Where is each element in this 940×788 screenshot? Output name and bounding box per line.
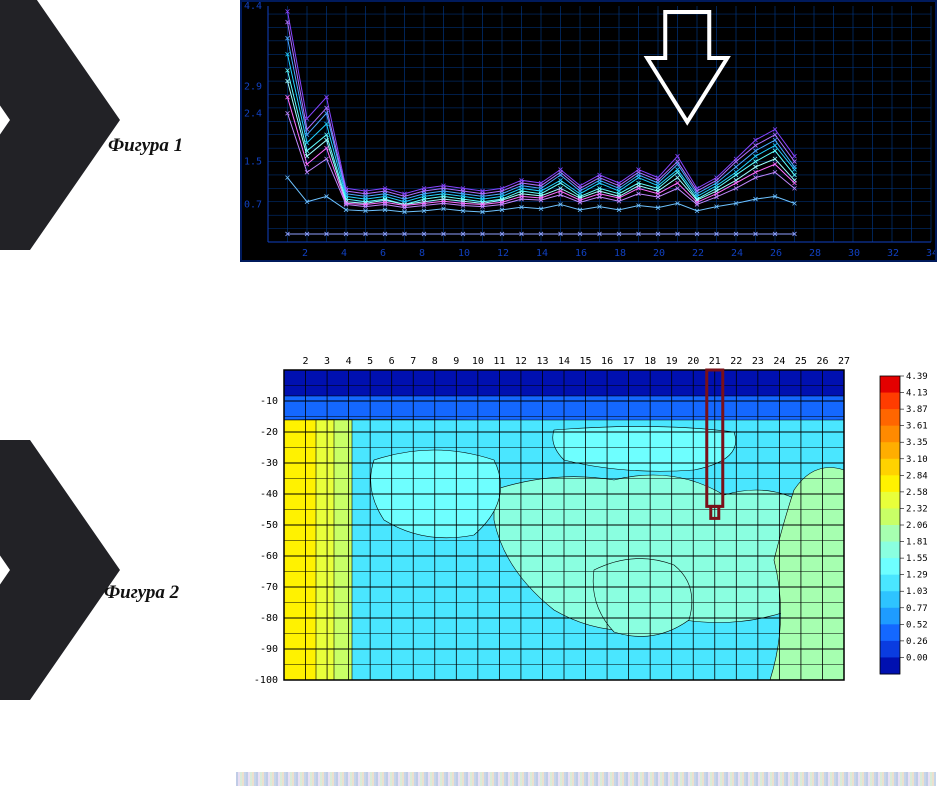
svg-text:10: 10 bbox=[472, 356, 484, 367]
svg-text:12: 12 bbox=[497, 248, 509, 259]
svg-text:10: 10 bbox=[458, 248, 470, 259]
svg-text:-70: -70 bbox=[260, 582, 278, 593]
svg-text:6: 6 bbox=[380, 248, 386, 259]
line-chart-svg: 0.71.52.42.94.42468101214161820222426283… bbox=[242, 2, 935, 260]
svg-text:8: 8 bbox=[432, 356, 438, 367]
svg-text:-50: -50 bbox=[260, 520, 278, 531]
svg-text:3.10: 3.10 bbox=[906, 455, 928, 465]
svg-text:26: 26 bbox=[770, 248, 782, 259]
svg-text:3: 3 bbox=[324, 356, 330, 367]
svg-text:7: 7 bbox=[410, 356, 416, 367]
svg-text:24: 24 bbox=[731, 248, 743, 259]
svg-text:2.58: 2.58 bbox=[906, 488, 928, 498]
svg-text:12: 12 bbox=[515, 356, 527, 367]
svg-text:19: 19 bbox=[666, 356, 678, 367]
svg-text:32: 32 bbox=[887, 248, 899, 259]
svg-text:20: 20 bbox=[653, 248, 665, 259]
svg-text:15: 15 bbox=[580, 356, 592, 367]
svg-text:0.00: 0.00 bbox=[906, 653, 928, 663]
svg-text:21: 21 bbox=[709, 356, 721, 367]
svg-text:4.39: 4.39 bbox=[906, 372, 928, 382]
svg-text:1.81: 1.81 bbox=[906, 538, 928, 548]
svg-text:-10: -10 bbox=[260, 396, 278, 407]
svg-text:3.87: 3.87 bbox=[906, 405, 928, 415]
svg-text:-90: -90 bbox=[260, 644, 278, 655]
svg-text:3.35: 3.35 bbox=[906, 438, 928, 448]
svg-text:2: 2 bbox=[303, 356, 309, 367]
svg-text:9: 9 bbox=[453, 356, 459, 367]
svg-text:22: 22 bbox=[730, 356, 742, 367]
svg-text:4: 4 bbox=[341, 248, 347, 259]
svg-text:0.7: 0.7 bbox=[244, 199, 262, 210]
svg-text:4.13: 4.13 bbox=[906, 389, 928, 399]
chevron-shape bbox=[0, 440, 120, 700]
svg-text:4.4: 4.4 bbox=[244, 2, 262, 12]
svg-text:0.26: 0.26 bbox=[906, 637, 928, 647]
svg-text:30: 30 bbox=[848, 248, 860, 259]
svg-text:26: 26 bbox=[816, 356, 828, 367]
svg-text:2: 2 bbox=[302, 248, 308, 259]
svg-text:5: 5 bbox=[367, 356, 373, 367]
svg-text:2.06: 2.06 bbox=[906, 521, 928, 531]
svg-text:25: 25 bbox=[795, 356, 807, 367]
line-chart: 0.71.52.42.94.42468101214161820222426283… bbox=[240, 0, 937, 262]
chevron-decoration-1 bbox=[0, 0, 140, 250]
figure-label-2: Фигура 2 bbox=[104, 582, 179, 604]
svg-text:2.4: 2.4 bbox=[244, 108, 262, 119]
svg-text:2.32: 2.32 bbox=[906, 504, 928, 514]
svg-text:16: 16 bbox=[575, 248, 587, 259]
svg-text:14: 14 bbox=[536, 248, 548, 259]
chevron-shape bbox=[0, 0, 120, 250]
svg-text:27: 27 bbox=[838, 356, 850, 367]
svg-text:24: 24 bbox=[773, 356, 785, 367]
svg-text:-100: -100 bbox=[254, 675, 278, 686]
svg-text:-40: -40 bbox=[260, 489, 278, 500]
svg-text:1.03: 1.03 bbox=[906, 587, 928, 597]
svg-text:-20: -20 bbox=[260, 427, 278, 438]
svg-text:1.29: 1.29 bbox=[906, 571, 928, 581]
svg-text:-80: -80 bbox=[260, 613, 278, 624]
svg-text:34: 34 bbox=[926, 248, 935, 259]
svg-text:-60: -60 bbox=[260, 551, 278, 562]
svg-text:11: 11 bbox=[493, 356, 505, 367]
chevron-decoration-2 bbox=[0, 440, 140, 700]
svg-text:18: 18 bbox=[614, 248, 626, 259]
noise-strip-decoration bbox=[236, 772, 936, 786]
svg-text:6: 6 bbox=[389, 356, 395, 367]
svg-text:0.77: 0.77 bbox=[906, 604, 928, 614]
svg-text:22: 22 bbox=[692, 248, 704, 259]
page-root: Фигура 1 0.71.52.42.94.42468101214161820… bbox=[0, 0, 940, 788]
svg-text:17: 17 bbox=[623, 356, 635, 367]
svg-text:20: 20 bbox=[687, 356, 699, 367]
svg-text:28: 28 bbox=[809, 248, 821, 259]
svg-text:0.52: 0.52 bbox=[906, 620, 928, 630]
svg-text:23: 23 bbox=[752, 356, 764, 367]
svg-text:4: 4 bbox=[346, 356, 352, 367]
contour-chart: 2345678910111213141516171819202122232425… bbox=[236, 346, 936, 764]
svg-text:-30: -30 bbox=[260, 458, 278, 469]
svg-text:14: 14 bbox=[558, 356, 570, 367]
svg-text:2.84: 2.84 bbox=[906, 471, 928, 481]
contour-chart-svg: 2345678910111213141516171819202122232425… bbox=[236, 346, 936, 764]
svg-text:1.55: 1.55 bbox=[906, 554, 928, 564]
svg-text:3.61: 3.61 bbox=[906, 422, 928, 432]
svg-text:1.5: 1.5 bbox=[244, 157, 262, 168]
svg-text:18: 18 bbox=[644, 356, 656, 367]
svg-text:16: 16 bbox=[601, 356, 613, 367]
figure-label-1: Фигура 1 bbox=[108, 135, 183, 157]
svg-text:8: 8 bbox=[419, 248, 425, 259]
svg-text:13: 13 bbox=[536, 356, 548, 367]
svg-text:2.9: 2.9 bbox=[244, 81, 262, 92]
